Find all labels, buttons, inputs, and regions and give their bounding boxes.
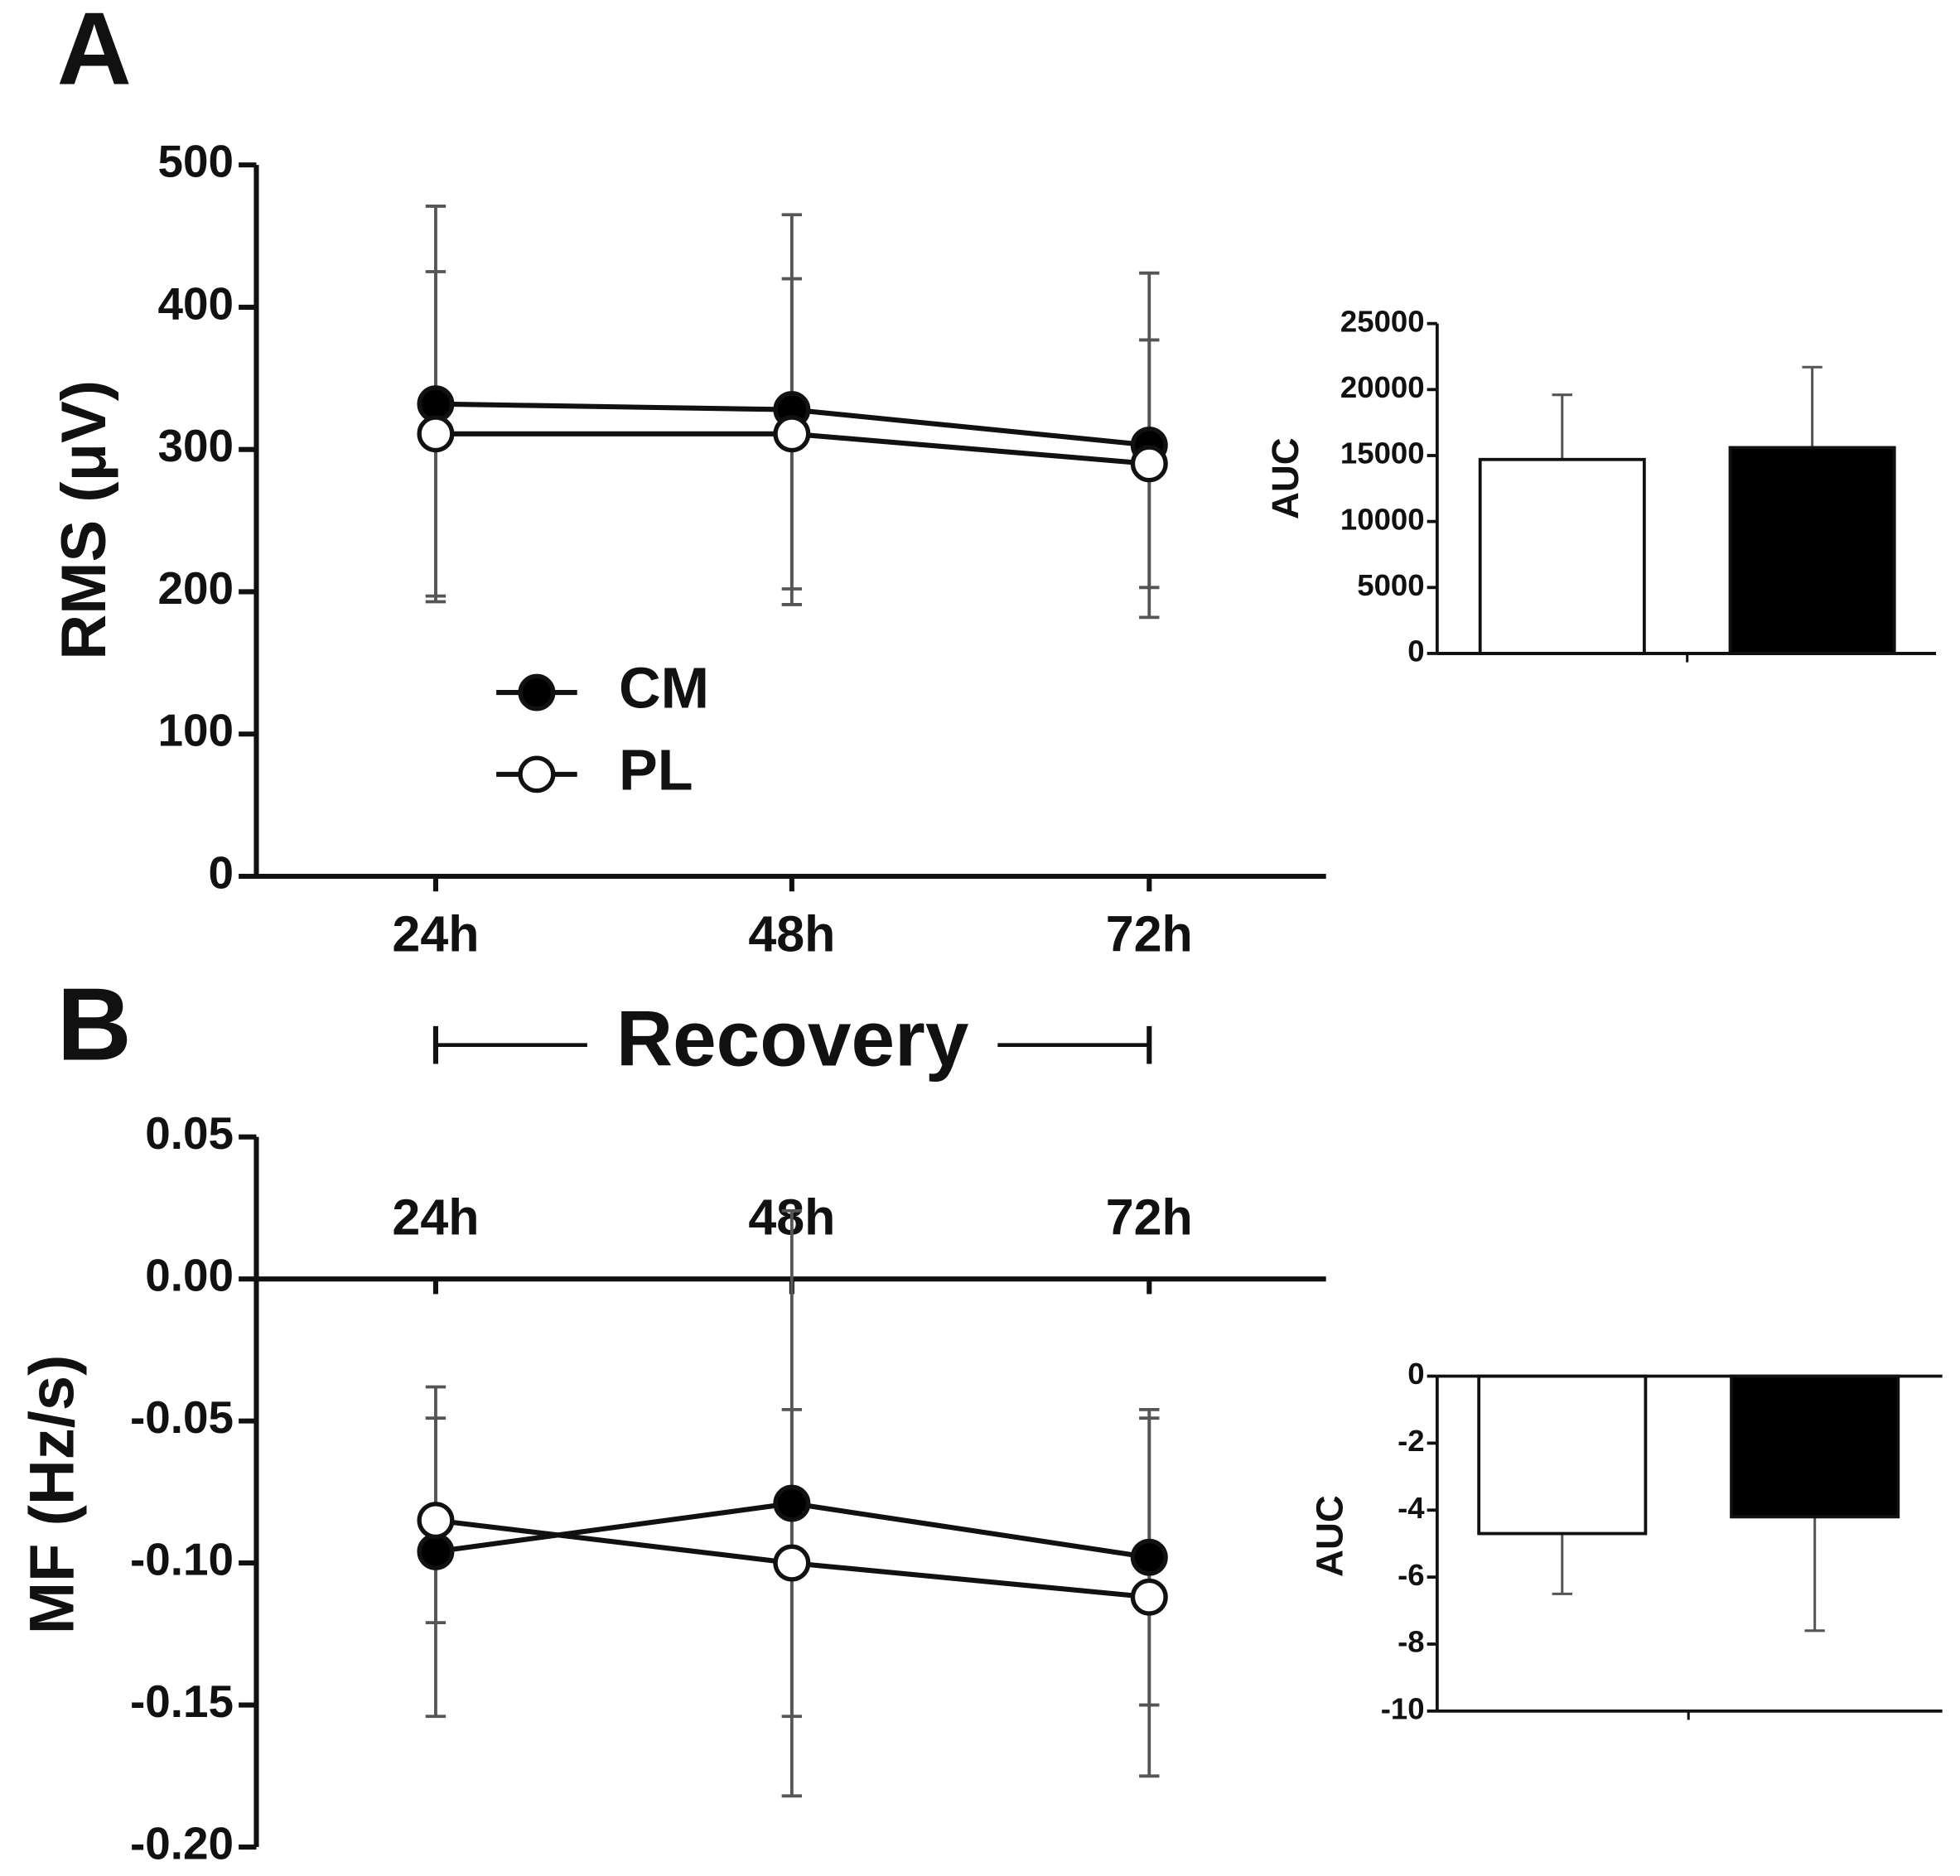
y-tick-label: 300 bbox=[157, 420, 234, 471]
y-tick-label: -0.15 bbox=[130, 1676, 234, 1727]
marker bbox=[417, 415, 455, 453]
marker bbox=[417, 1532, 455, 1570]
y-tick-label: -0.20 bbox=[130, 1818, 234, 1869]
y-tick-label: -10 bbox=[1381, 1692, 1425, 1726]
x-tick-label: 24h bbox=[392, 906, 479, 962]
y-tick-label: 0 bbox=[1407, 1357, 1424, 1391]
bar bbox=[1728, 446, 1896, 655]
marker bbox=[1130, 1538, 1168, 1576]
annotation: Recovery bbox=[616, 996, 969, 1083]
y-tick-label: 500 bbox=[157, 136, 234, 187]
x-tick-label: 72h bbox=[1106, 1189, 1193, 1246]
y-tick-label: 0 bbox=[1407, 634, 1424, 668]
panel-letter: B bbox=[57, 967, 132, 1083]
y-axis-label: AUC bbox=[1308, 1495, 1350, 1577]
bar bbox=[1730, 1374, 1900, 1519]
y-axis-label: AUC bbox=[1264, 437, 1306, 519]
y-tick-label: -8 bbox=[1398, 1625, 1425, 1659]
marker bbox=[773, 415, 811, 453]
marker bbox=[1130, 1578, 1168, 1616]
x-tick-label: 24h bbox=[392, 1189, 479, 1246]
x-tick-label: 72h bbox=[1106, 906, 1193, 962]
y-tick-label: 0.05 bbox=[145, 1107, 234, 1159]
bar bbox=[1477, 1374, 1648, 1536]
y-tick-label: 0.00 bbox=[145, 1250, 234, 1301]
y-tick-label: -0.05 bbox=[130, 1391, 234, 1443]
legend-marker bbox=[518, 673, 556, 711]
y-tick-label: -2 bbox=[1398, 1424, 1425, 1458]
y-tick-label: -4 bbox=[1398, 1491, 1425, 1525]
y-tick-label: 15000 bbox=[1340, 436, 1425, 470]
y-tick-label: 10000 bbox=[1340, 502, 1425, 536]
legend-label: PL bbox=[619, 737, 693, 802]
y-tick-label: 200 bbox=[157, 562, 234, 614]
legend-marker bbox=[518, 755, 556, 793]
marker bbox=[773, 1484, 811, 1522]
y-axis-label: RMS (μV) bbox=[49, 380, 119, 660]
x-tick-label: 48h bbox=[748, 906, 835, 962]
marker bbox=[773, 1544, 811, 1582]
y-tick-label: 100 bbox=[157, 705, 234, 756]
bar bbox=[1478, 457, 1646, 655]
y-axis-label: MF (Hz/s) bbox=[17, 1355, 88, 1635]
y-tick-label: 20000 bbox=[1340, 370, 1425, 404]
y-tick-label: 25000 bbox=[1340, 304, 1425, 338]
legend-label: CM bbox=[619, 656, 709, 721]
marker bbox=[1130, 445, 1168, 483]
marker bbox=[417, 1502, 455, 1540]
y-tick-label: -0.10 bbox=[130, 1534, 234, 1585]
y-tick-label: -6 bbox=[1398, 1558, 1425, 1592]
panel-letter: A bbox=[57, 0, 132, 106]
y-tick-label: 5000 bbox=[1357, 568, 1424, 602]
y-tick-label: 0 bbox=[209, 847, 234, 899]
y-tick-label: 400 bbox=[157, 277, 234, 329]
